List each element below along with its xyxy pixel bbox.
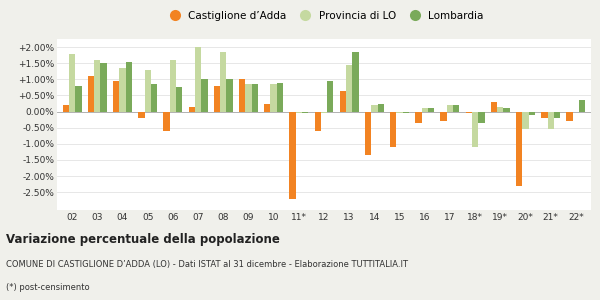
Bar [346, 65, 352, 112]
Bar [296, 112, 302, 113]
Bar [138, 112, 145, 118]
Bar [554, 112, 560, 118]
Bar [579, 100, 586, 112]
Bar [188, 107, 195, 112]
Bar [289, 112, 296, 199]
Text: COMUNE DI CASTIGLIONE D’ADDA (LO) - Dati ISTAT al 31 dicembre - Elaborazione TUT: COMUNE DI CASTIGLIONE D’ADDA (LO) - Dati… [6, 260, 408, 268]
Bar [100, 63, 107, 112]
Bar [453, 105, 460, 112]
Bar [415, 112, 422, 123]
Bar [516, 112, 523, 186]
Bar [321, 112, 327, 113]
Bar [302, 112, 308, 113]
Bar [529, 112, 535, 115]
Bar [440, 112, 447, 121]
Bar [69, 53, 75, 112]
Bar [145, 70, 151, 112]
Bar [88, 76, 94, 112]
Bar [472, 112, 478, 147]
Bar [541, 112, 548, 118]
Bar [195, 47, 201, 112]
Bar [62, 105, 69, 112]
Bar [151, 84, 157, 112]
Bar [466, 112, 472, 113]
Bar [422, 108, 428, 112]
Bar [113, 81, 119, 112]
Legend: Castiglione d’Adda, Provincia di LO, Lombardia: Castiglione d’Adda, Provincia di LO, Lom… [160, 7, 488, 25]
Bar [94, 60, 100, 112]
Bar [523, 112, 529, 129]
Bar [271, 84, 277, 112]
Bar [220, 52, 226, 112]
Bar [365, 112, 371, 155]
Bar [314, 112, 321, 131]
Bar [277, 82, 283, 112]
Bar [377, 103, 384, 112]
Bar [170, 60, 176, 112]
Bar [264, 103, 271, 112]
Text: (*) post-censimento: (*) post-censimento [6, 284, 89, 292]
Bar [566, 112, 573, 121]
Bar [478, 112, 485, 123]
Bar [397, 112, 403, 113]
Bar [403, 112, 409, 113]
Bar [503, 108, 510, 112]
Bar [239, 79, 245, 112]
Bar [251, 84, 258, 112]
Bar [163, 112, 170, 131]
Bar [327, 81, 334, 112]
Bar [119, 68, 125, 112]
Bar [125, 61, 132, 112]
Bar [75, 86, 82, 112]
Bar [497, 107, 503, 112]
Bar [491, 102, 497, 112]
Bar [226, 79, 233, 112]
Bar [245, 84, 251, 112]
Bar [214, 86, 220, 112]
Bar [371, 105, 377, 112]
Text: Variazione percentuale della popolazione: Variazione percentuale della popolazione [6, 232, 280, 245]
Bar [352, 52, 359, 112]
Bar [201, 79, 208, 112]
Bar [340, 91, 346, 112]
Bar [548, 112, 554, 129]
Bar [390, 112, 397, 147]
Bar [428, 108, 434, 112]
Bar [447, 105, 453, 112]
Bar [176, 87, 182, 112]
